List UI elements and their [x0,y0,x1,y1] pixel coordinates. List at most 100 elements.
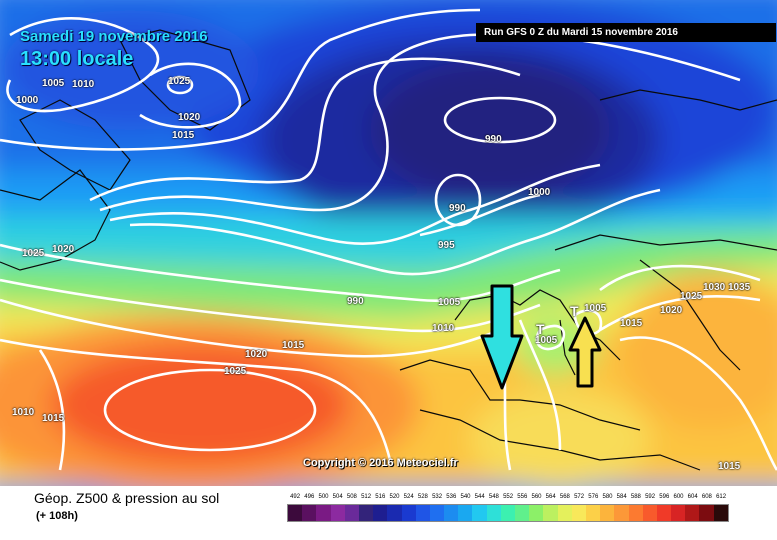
time-title: 13:00 locale [20,48,134,70]
isobar-label: 990 [449,203,466,214]
isobar-label: 1000 [16,95,39,106]
isobar-label: 1025 [680,291,703,302]
scale-tick-label: 584 [616,494,627,500]
scale-tick-label: 572 [574,494,585,500]
scale-swatch [302,505,317,521]
scale-tick-label: 580 [602,494,613,500]
isobar-label: 1010 [72,79,95,90]
isobar-label: 1035 [728,282,751,293]
scale-tick-label: 540 [460,494,471,500]
isobar-label: 1005 [438,297,461,308]
scale-tick-label: 552 [503,494,514,500]
scale-swatch [713,505,728,521]
isobar-label: 1020 [52,244,75,255]
scale-tick-label: 600 [673,494,684,500]
scale-tick-label: 612 [716,494,727,500]
scale-swatch [671,505,686,521]
legend-panel: Géop. Z500 & pression au sol (+ 108h) 49… [0,486,777,540]
scale-swatch [543,505,558,521]
scale-tick-label: 576 [588,494,599,500]
copyright-text: Copyright © 2016 Meteociel.fr [303,457,458,469]
scale-swatch [401,505,416,521]
scale-tick-label: 504 [332,494,343,500]
scale-tick-label: 512 [361,494,372,500]
isobar-label: 1020 [178,112,201,123]
color-scale [287,504,729,522]
scale-tick-label: 608 [701,494,712,500]
isobar-label: 1015 [718,461,741,472]
scale-swatch [628,505,643,521]
scale-swatch [472,505,487,521]
scale-swatch [344,505,359,521]
isobar-label: 1030 [703,282,726,293]
isobar-label: 1015 [172,130,195,141]
isobar-label: 990 [347,296,364,307]
scale-swatch [316,505,331,521]
isobar-label: 1005 [42,78,65,89]
scale-swatch [288,505,303,521]
isobar-label: 1020 [660,305,683,316]
scale-swatch [458,505,473,521]
scale-swatch [486,505,501,521]
isobar-label: 1005 [535,335,558,346]
scale-tick-label: 496 [304,494,315,500]
scale-swatch [500,505,515,521]
scale-tick-label: 564 [545,494,556,500]
scale-tick-label: 524 [403,494,414,500]
scale-swatch [699,505,714,521]
scale-swatch [614,505,629,521]
isobar-label: 1015 [282,340,305,351]
scale-tick-label: 492 [290,494,301,500]
forecast-map [0,0,777,486]
isobar-label: 1015 [42,413,65,424]
product-title: Géop. Z500 & pression au sol [34,490,220,506]
lead-time: (+ 108h) [36,510,78,522]
low-pressure-marker: T [536,321,545,337]
scale-tick-label: 556 [517,494,528,500]
scale-swatch [529,505,544,521]
isobar-label: 1010 [432,323,455,334]
scale-tick-label: 508 [346,494,357,500]
scale-tick-label: 536 [446,494,457,500]
scale-swatch [358,505,374,521]
scale-tick-label: 548 [488,494,499,500]
isobar-label: 1020 [245,349,268,360]
scale-tick-label: 596 [659,494,670,500]
scale-tick-label: 516 [375,494,386,500]
geopotential-field [0,0,777,486]
scale-tick-label: 592 [645,494,656,500]
isobar-label: 990 [485,134,502,145]
arrows [480,284,602,390]
scale-swatch [571,505,586,521]
scale-swatch [585,505,601,521]
scale-swatch [373,505,388,521]
scale-swatch [600,505,615,521]
scale-tick-label: 544 [474,494,485,500]
scale-tick-label: 532 [432,494,443,500]
date-title: Samedi 19 novembre 2016 [20,28,208,45]
scale-tick-label: 500 [318,494,329,500]
scale-tick-label: 588 [630,494,641,500]
isobar-label: 1025 [224,366,247,377]
isobar-label: 1015 [620,318,643,329]
scale-tick-label: 604 [687,494,698,500]
scale-tick-label: 568 [559,494,570,500]
scale-tick-label: 520 [389,494,400,500]
isobar-label: 1000 [528,187,551,198]
landmasses [0,29,777,471]
scale-swatch [415,505,430,521]
scale-swatch [685,505,700,521]
scale-tick-label: 560 [531,494,542,500]
scale-swatch [557,505,572,521]
isobar-label: 1005 [584,303,607,314]
scale-tick-label: 528 [417,494,428,500]
scale-swatch [656,505,672,521]
scale-swatch [444,505,459,521]
scale-swatch [330,505,345,521]
isobar-label: 1025 [168,76,191,87]
scale-swatch [429,505,445,521]
run-info: Run GFS 0 Z du Mardi 15 novembre 2016 [476,23,776,42]
scale-swatch [515,505,530,521]
scale-swatch [642,505,657,521]
